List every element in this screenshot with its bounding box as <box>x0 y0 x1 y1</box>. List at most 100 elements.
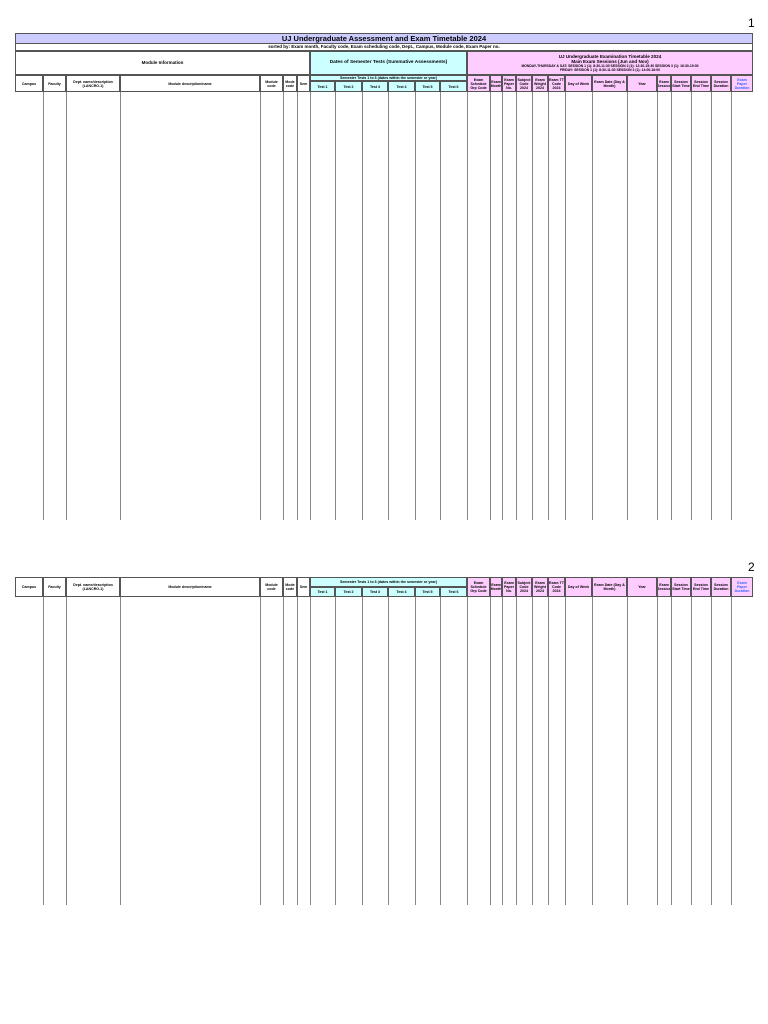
column-header: Exam Weight 2024 <box>532 577 548 597</box>
column-line <box>516 597 517 905</box>
tests-section: Dates of Semester Tests (Summative Asses… <box>310 51 467 75</box>
column-line <box>592 92 593 520</box>
column-header: Module code <box>260 577 283 597</box>
column-line <box>516 92 517 520</box>
column-line <box>260 92 261 520</box>
column-header: Exam Paper No. <box>502 577 516 597</box>
exam-section-line: Main Exam Sessions (Jun and Nov) <box>571 59 649 64</box>
column-header: Exam Month <box>490 577 502 597</box>
column-header: Dept. name/description (LANCRO-1) <box>66 75 120 92</box>
column-header: Sem <box>297 577 310 597</box>
column-header: Exam Session <box>657 75 671 92</box>
column-header: Module description/name <box>120 75 260 92</box>
exam-section-line: FRIDAY: SESSION 1 (1): 8:30-11:30 SESSIO… <box>559 68 661 72</box>
exam-section-line: UJ Undergraduate Examination Timetable 2… <box>558 54 662 59</box>
column-header: Test 3 <box>362 81 388 92</box>
column-line <box>691 92 692 520</box>
column-header: Faculty <box>43 75 66 92</box>
column-line <box>627 597 628 905</box>
column-line <box>592 597 593 905</box>
column-header: Sem <box>297 75 310 92</box>
column-line <box>388 597 389 905</box>
column-line <box>283 597 284 905</box>
column-line <box>490 92 491 520</box>
column-line <box>657 597 658 905</box>
column-line <box>731 597 732 905</box>
column-line <box>297 92 298 520</box>
column-line <box>711 92 712 520</box>
column-header: Test 1 <box>310 81 335 92</box>
subtitle: sorted by: Exam month, Faculty code, Exa… <box>15 44 753 51</box>
column-line <box>502 92 503 520</box>
column-line <box>415 597 416 905</box>
column-header: Exam Paper No. <box>502 75 516 92</box>
column-line <box>388 92 389 520</box>
column-line <box>565 92 566 520</box>
column-header: Exam Schedule Grp Code <box>467 577 490 597</box>
page-number: 2 <box>748 560 755 574</box>
column-line <box>335 597 336 905</box>
tests-span: Semester Tests 1 to 6 (dates within the … <box>310 75 467 81</box>
column-header: Test 4 <box>388 81 415 92</box>
column-line <box>502 597 503 905</box>
column-header: Campus <box>15 75 43 92</box>
column-line <box>260 597 261 905</box>
column-line <box>362 597 363 905</box>
column-line <box>627 92 628 520</box>
column-header: Exam Paper Duration <box>731 75 753 92</box>
column-line <box>335 92 336 520</box>
column-header: Test 3 <box>362 587 388 597</box>
column-header: Session Duration <box>711 577 731 597</box>
column-header: Faculty <box>43 577 66 597</box>
column-line <box>283 92 284 520</box>
column-line <box>565 597 566 905</box>
module-section: Module Information <box>15 51 310 75</box>
column-line <box>362 92 363 520</box>
tests-span: Semester Tests 1 to 6 (dates within the … <box>310 577 467 587</box>
column-line <box>440 597 441 905</box>
column-header: Test 1 <box>310 587 335 597</box>
column-header: Exam TT Code 2024 <box>548 577 565 597</box>
column-header: Exam Date (Day & Month) <box>592 577 627 597</box>
column-header: Test 5 <box>415 587 440 597</box>
column-header: Dept. name/description (LANCRO-1) <box>66 577 120 597</box>
column-line <box>731 92 732 520</box>
column-line <box>120 597 121 905</box>
column-header: Exam Weight 2024 <box>532 75 548 92</box>
column-line <box>548 92 549 520</box>
column-header: Exam Date (Day & Month) <box>592 75 627 92</box>
column-line <box>671 597 672 905</box>
column-line <box>467 92 468 520</box>
column-header: Module code <box>260 75 283 92</box>
column-header: Session End Time <box>691 75 711 92</box>
column-line <box>532 597 533 905</box>
column-header: Day of Week <box>565 75 592 92</box>
column-header: Year <box>627 577 657 597</box>
column-line <box>66 597 67 905</box>
column-line <box>711 597 712 905</box>
column-header: Module description/name <box>120 577 260 597</box>
column-header: Mode code <box>283 577 297 597</box>
column-header: Session Start Time <box>671 75 691 92</box>
column-header: Test 2 <box>335 587 362 597</box>
column-header: Year <box>627 75 657 92</box>
column-header: Test 6 <box>440 587 467 597</box>
column-header: Exam Schedule Grp Code <box>467 75 490 92</box>
column-header: Session Duration <box>711 75 731 92</box>
title: UJ Undergraduate Assessment and Exam Tim… <box>15 33 753 44</box>
column-line <box>440 92 441 520</box>
exam-section: UJ Undergraduate Examination Timetable 2… <box>467 51 753 75</box>
column-line <box>532 92 533 520</box>
column-header: Exam Session <box>657 577 671 597</box>
column-line <box>120 92 121 520</box>
column-line <box>691 597 692 905</box>
column-header: Test 6 <box>440 81 467 92</box>
column-header: Exam Month <box>490 75 502 92</box>
column-line <box>297 597 298 905</box>
column-header: Test 5 <box>415 81 440 92</box>
column-header: Session Start Time <box>671 577 691 597</box>
column-header: Subject Code 2024 <box>516 577 532 597</box>
column-header: Exam Paper Duration <box>731 577 753 597</box>
column-header: Subject Code 2024 <box>516 75 532 92</box>
